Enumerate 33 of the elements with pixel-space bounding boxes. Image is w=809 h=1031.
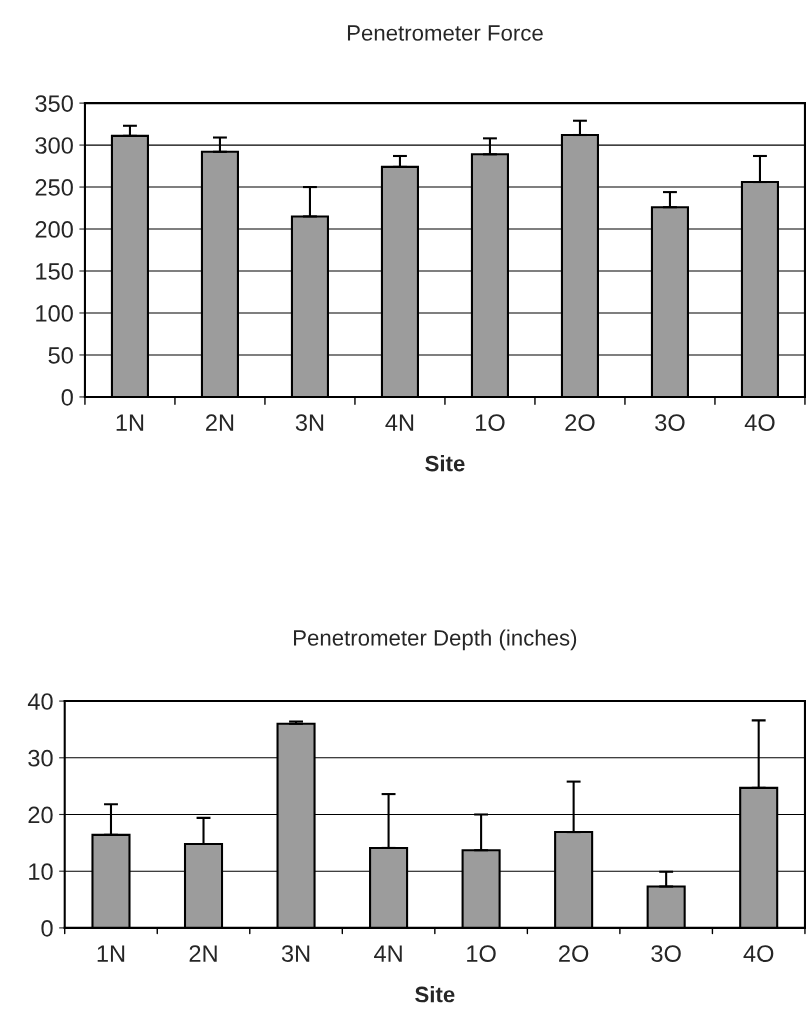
x-tick-label: 4O bbox=[744, 414, 775, 431]
y-tick-label: 0 bbox=[41, 919, 53, 937]
x-tick-label: 1O bbox=[467, 945, 496, 962]
y-tick-label: 250 bbox=[35, 179, 73, 196]
y-tick-label: 50 bbox=[48, 347, 73, 364]
x-axis-title: Site bbox=[415, 986, 455, 1003]
x-tick-label: 2N bbox=[189, 945, 217, 962]
y-tick-label: 40 bbox=[27, 693, 53, 710]
y-tick-label: 30 bbox=[28, 749, 53, 767]
x-tick-label: 1O bbox=[476, 414, 505, 431]
y-tick-label: 20 bbox=[28, 806, 53, 824]
x-tick-label: 3N bbox=[295, 414, 324, 431]
x-tick-label: 3N bbox=[281, 945, 310, 962]
y-tick-label: 0 bbox=[61, 389, 73, 406]
x-tick-label: 3O bbox=[651, 945, 681, 962]
x-tick-label: 3O bbox=[655, 414, 685, 431]
y-tick-label: 300 bbox=[35, 137, 73, 154]
x-tick-label: 2N bbox=[206, 414, 234, 431]
x-tick-label: 4O bbox=[743, 945, 774, 962]
chart-title: Penetrometer Depth (inches) bbox=[294, 629, 577, 651]
x-tick-label: 2O bbox=[565, 414, 595, 431]
x-axis-title: Site bbox=[425, 455, 465, 472]
chart-title: Penetrometer Force bbox=[347, 25, 543, 41]
x-tick-label: 2O bbox=[559, 945, 589, 962]
y-tick-label: 10 bbox=[29, 863, 53, 880]
x-tick-label: 1N bbox=[116, 414, 144, 431]
y-tick-label: 350 bbox=[35, 95, 73, 112]
x-tick-label: 1N bbox=[97, 945, 125, 962]
y-tick-label: 150 bbox=[36, 263, 73, 280]
x-tick-label: 4N bbox=[374, 945, 402, 962]
x-tick-label: 4N bbox=[385, 414, 414, 431]
y-tick-label: 200 bbox=[35, 221, 73, 238]
y-tick-label: 100 bbox=[36, 305, 73, 322]
